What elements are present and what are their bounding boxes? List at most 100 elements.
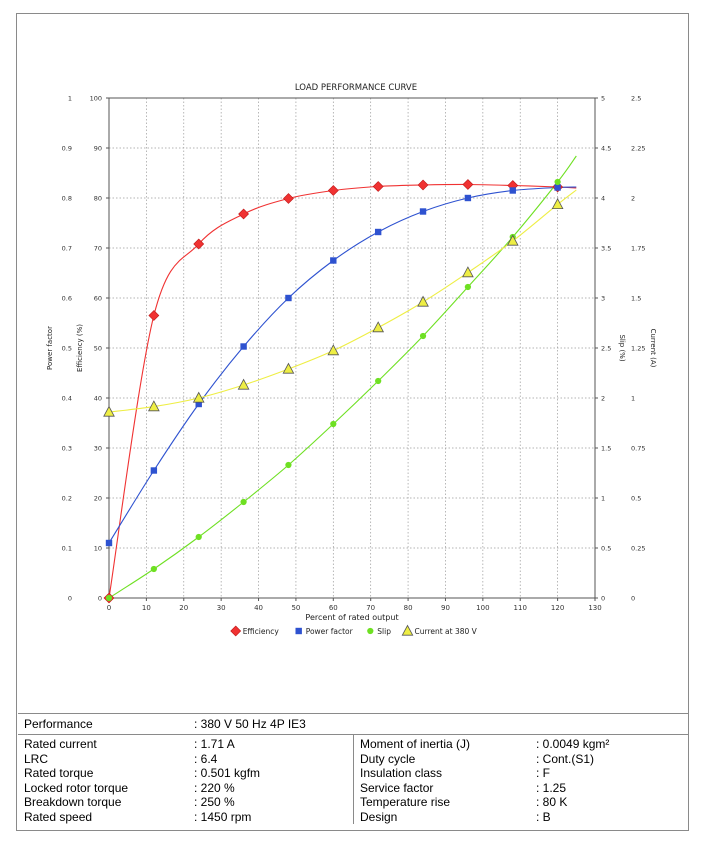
spec-value: : 1.71 A xyxy=(194,737,235,751)
y-tick-label-pf: 1 xyxy=(68,95,72,103)
x-tick-label: 80 xyxy=(404,604,413,612)
data-point-3 xyxy=(192,391,205,403)
data-point-3 xyxy=(551,198,564,209)
spec-row: Rated speed : 1450 rpm Design : B xyxy=(18,809,688,824)
data-point-1 xyxy=(554,184,561,191)
data-point-2 xyxy=(375,377,382,385)
legend-marker-1 xyxy=(295,627,302,635)
y-tick-label-pf: 0.4 xyxy=(62,395,72,403)
y-tick-label-pf: 0.9 xyxy=(62,145,72,153)
legend-marker-2 xyxy=(367,627,374,635)
motor-specs-table: Performance : 380 V 50 Hz 4P IE3 Rated c… xyxy=(18,713,688,824)
data-point-3 xyxy=(506,234,519,246)
chart-title: LOAD PERFORMANCE CURVE xyxy=(295,83,417,93)
data-point-3 xyxy=(147,400,160,412)
y-tick-label-eff: 80 xyxy=(94,195,102,203)
data-point-3 xyxy=(282,362,295,374)
data-point-1 xyxy=(330,257,337,264)
data-point-3 xyxy=(417,295,429,307)
legend-marker-0 xyxy=(230,625,242,637)
data-point-1 xyxy=(374,228,382,236)
spec-row: Locked rotor torque : 220 % Service fact… xyxy=(18,780,688,795)
spec-value: : 80 K xyxy=(536,795,568,809)
data-point-1 xyxy=(419,208,427,215)
y-tick-label-slip: 2 xyxy=(601,395,605,403)
spec-label: Insulation class xyxy=(353,766,530,781)
report-frame xyxy=(16,13,689,831)
chart-grid xyxy=(109,98,595,598)
data-point-3 xyxy=(327,344,340,356)
x-tick-label: 50 xyxy=(291,604,300,612)
spec-value: : Cont.(S1) xyxy=(536,751,595,766)
data-point-2 xyxy=(150,565,157,573)
y-tick-label-cur: 0 xyxy=(631,595,635,603)
x-tick-label: 90 xyxy=(441,604,450,612)
y-tick-label-eff: 70 xyxy=(94,245,102,253)
y-tick-label-slip: 0 xyxy=(601,595,605,603)
spec-value: : 0.0049 kgm² xyxy=(536,737,610,751)
data-point-1 xyxy=(105,539,113,547)
spec-value: : 220 % xyxy=(194,780,235,795)
y-tick-label-cur: 1.5 xyxy=(631,295,641,303)
data-point-0 xyxy=(462,179,474,190)
y-tick-label-cur: 0.5 xyxy=(631,495,641,503)
data-point-0 xyxy=(283,193,294,204)
y-tick-label-eff: 30 xyxy=(94,445,102,453)
legend-label-0: Efficiency xyxy=(243,627,280,636)
x-tick-label: 40 xyxy=(254,604,263,612)
spec-row: LRC : 6.4 Duty cycle : Cont.(S1) xyxy=(18,751,688,766)
data-point-2 xyxy=(105,594,113,602)
data-point-0 xyxy=(327,185,339,196)
data-point-1 xyxy=(285,294,292,302)
chart-markers xyxy=(103,178,564,604)
data-point-2 xyxy=(330,420,337,428)
data-point-3 xyxy=(103,405,115,417)
spec-label: Rated torque xyxy=(24,766,94,780)
data-point-2 xyxy=(464,283,471,291)
x-tick-label: 130 xyxy=(588,604,601,612)
data-point-1 xyxy=(195,400,202,408)
performance-row: Performance : 380 V 50 Hz 4P IE3 xyxy=(18,713,688,735)
legend-label-3: Current at 380 V xyxy=(415,627,478,636)
y-tick-label-slip: 3 xyxy=(601,295,605,303)
data-point-1 xyxy=(150,467,158,474)
x-tick-label: 0 xyxy=(107,604,111,612)
data-point-0 xyxy=(372,181,384,192)
y-tick-label-slip: 1 xyxy=(601,495,605,503)
y-tick-label-pf: 0.3 xyxy=(62,445,72,453)
spec-value: : 1450 rpm xyxy=(194,809,252,824)
data-point-2 xyxy=(240,498,247,506)
y-tick-label-pf: 0.5 xyxy=(62,345,72,353)
spec-value: : B xyxy=(536,809,551,824)
spec-label: Rated current xyxy=(24,737,97,751)
spec-value: : 250 % xyxy=(194,795,235,809)
x-tick-label: 110 xyxy=(514,604,527,612)
y-axis-label-pf: Power factor xyxy=(46,326,54,370)
spec-label: Locked rotor torque xyxy=(24,780,129,795)
data-point-1 xyxy=(509,187,516,194)
spec-label: LRC xyxy=(24,751,49,766)
legend-marker-3 xyxy=(401,624,414,636)
y-tick-label-cur: 2.5 xyxy=(631,95,641,103)
x-tick-label: 20 xyxy=(179,604,188,612)
spec-label: Duty cycle xyxy=(353,751,530,766)
y-tick-label-slip: 4 xyxy=(601,195,605,203)
y-tick-label-slip: 2.5 xyxy=(601,345,611,353)
y-tick-label-cur: 0.75 xyxy=(631,445,645,453)
x-tick-label: 100 xyxy=(476,604,489,612)
spec-value: : 6.4 xyxy=(194,751,218,766)
x-tick-label: 70 xyxy=(366,604,375,612)
data-point-3 xyxy=(237,378,250,390)
data-point-3 xyxy=(462,266,474,278)
data-point-0 xyxy=(238,208,250,220)
data-point-1 xyxy=(464,194,472,202)
x-tick-label: 10 xyxy=(142,604,151,612)
y-axis-label-slip: Slip (%) xyxy=(618,334,626,361)
spec-label: Breakdown torque xyxy=(24,795,122,809)
y-tick-label-eff: 10 xyxy=(94,545,102,553)
spec-row: Breakdown torque : 250 % Temperature ris… xyxy=(18,795,688,810)
data-point-1 xyxy=(240,343,247,350)
spec-value: : 1.25 xyxy=(536,780,567,795)
